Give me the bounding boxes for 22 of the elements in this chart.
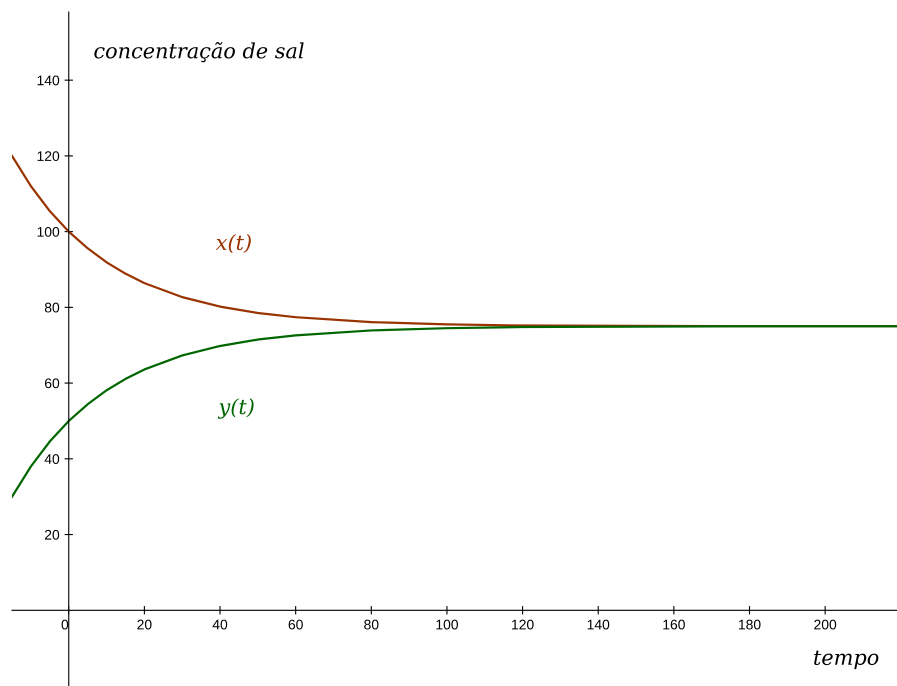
x-tick-label: 40 — [212, 620, 228, 630]
x-tick-label: 180 — [738, 620, 761, 630]
x-tick-label: 200 — [814, 620, 836, 630]
x-tick-label: 160 — [663, 620, 685, 630]
x-tick-label: 20 — [137, 620, 152, 630]
y-tick-label: 40 — [44, 454, 60, 464]
y-tick-label: 100 — [38, 226, 60, 237]
x-tick-label: 100 — [436, 620, 458, 630]
x-tick-label: 140 — [588, 620, 610, 630]
y-axis-title: concentração de sal — [94, 42, 304, 62]
x-tick-label: 120 — [512, 620, 534, 630]
text: x(t) — [216, 234, 251, 254]
y-tick-label: 140 — [38, 75, 60, 86]
y-tick-label: 20 — [44, 530, 60, 540]
y-tick-label: 120 — [38, 151, 60, 162]
x-tick-label: 60 — [288, 620, 303, 630]
x-tick-label: 80 — [364, 620, 378, 630]
line-series — [12, 325, 897, 498]
text: y(t) — [218, 398, 254, 419]
y-tick-label: 60 — [44, 378, 60, 388]
x-axis-title: tempo — [814, 650, 878, 670]
y-tick-label: 80 — [44, 302, 60, 313]
